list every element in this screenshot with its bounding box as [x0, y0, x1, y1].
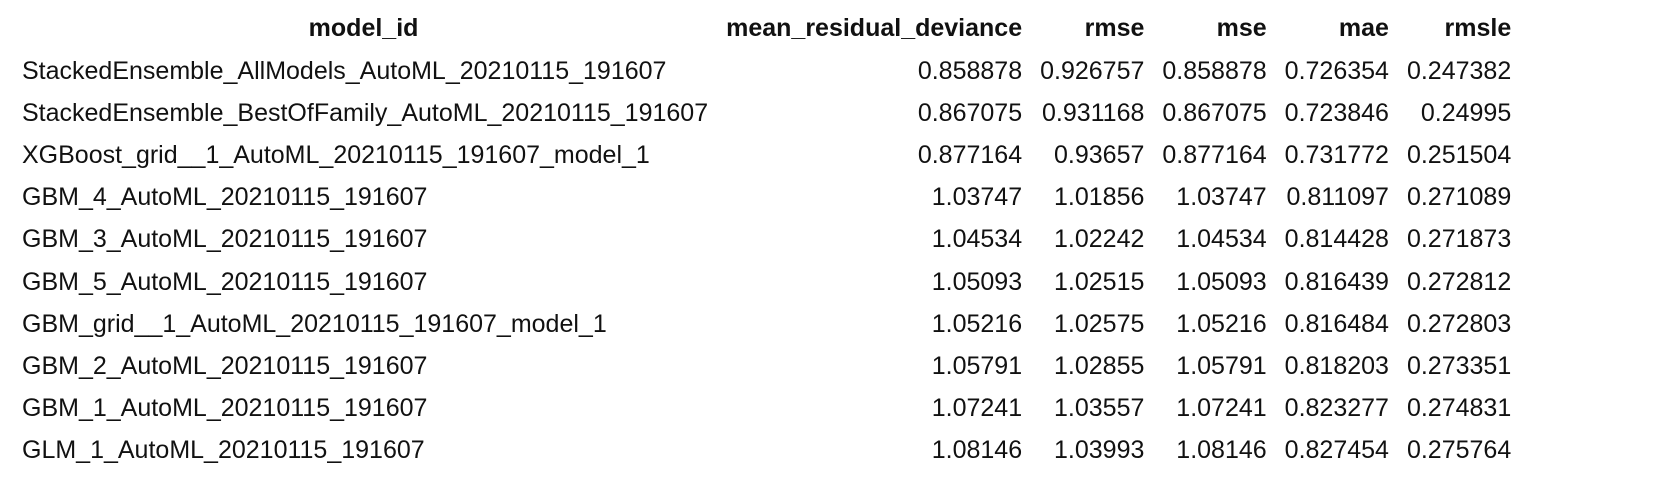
- cell-rmse: 0.926757: [1040, 56, 1145, 85]
- cell-rmsle: 0.274831: [1406, 394, 1512, 423]
- cell-mean-residual-deviance: 1.08146: [931, 436, 1023, 465]
- cell-mse: 1.03747: [1176, 183, 1267, 212]
- cell-mse: 1.05791: [1176, 351, 1267, 380]
- cell-mae: 0.823277: [1284, 394, 1389, 423]
- table-row: XGBoost_grid__1_AutoML_20210115_191607_m…: [10, 134, 1520, 176]
- table-row: GBM_grid__1_AutoML_20210115_191607_model…: [10, 303, 1520, 345]
- cell-mean-residual-deviance: 1.04534: [931, 225, 1023, 254]
- header-mae: mae: [1338, 13, 1389, 42]
- cell-model-id: XGBoost_grid__1_AutoML_20210115_191607_m…: [22, 140, 650, 169]
- leaderboard-container: model_id mean_residual_deviance rmse mse…: [10, 6, 1520, 472]
- cell-mae: 0.816439: [1284, 267, 1389, 296]
- cell-mean-residual-deviance: 0.877164: [917, 140, 1023, 169]
- table-row: StackedEnsemble_BestOfFamily_AutoML_2021…: [10, 92, 1520, 134]
- cell-mean-residual-deviance: 1.03747: [931, 183, 1023, 212]
- cell-mae: 0.726354: [1284, 56, 1389, 85]
- table-row: GBM_3_AutoML_20210115_191607 1.04534 1.022…: [10, 219, 1520, 261]
- header-mse: mse: [1216, 13, 1267, 42]
- cell-rmsle: 0.251504: [1406, 140, 1512, 169]
- table-row: GBM_5_AutoML_20210115_191607 1.05093 1.025…: [10, 261, 1520, 303]
- table-row: GLM_1_AutoML_20210115_191607 1.08146 1.039…: [10, 430, 1520, 472]
- cell-rmsle: 0.271873: [1406, 225, 1512, 254]
- cell-mse: 1.04534: [1176, 225, 1267, 254]
- cell-mse: 0.858878: [1162, 56, 1267, 85]
- cell-rmsle: 0.247382: [1406, 56, 1512, 85]
- cell-mae: 0.731772: [1284, 140, 1389, 169]
- cell-mean-residual-deviance: 1.05216: [931, 309, 1023, 338]
- cell-mean-residual-deviance: 1.05791: [931, 351, 1023, 380]
- cell-rmsle: 0.271089: [1406, 183, 1512, 212]
- cell-model-id: StackedEnsemble_AllModels_AutoML_2021011…: [22, 56, 667, 85]
- cell-mse: 0.867075: [1162, 98, 1267, 127]
- cell-model-id: GBM_3_AutoML_20210115_191607: [22, 225, 428, 254]
- cell-rmse: 1.02515: [1054, 267, 1145, 296]
- header-mean-residual-deviance: mean_residual_deviance: [726, 13, 1023, 42]
- header-rmse: rmse: [1084, 13, 1145, 42]
- cell-mean-residual-deviance: 0.858878: [917, 56, 1023, 85]
- header-model-id: model_id: [308, 13, 419, 42]
- cell-mae: 0.818203: [1284, 351, 1389, 380]
- cell-model-id: GBM_5_AutoML_20210115_191607: [22, 267, 428, 296]
- cell-rmsle: 0.24995: [1420, 98, 1512, 127]
- table-row: GBM_1_AutoML_20210115_191607 1.07241 1.035…: [10, 388, 1520, 430]
- cell-mean-residual-deviance: 1.05093: [931, 267, 1023, 296]
- cell-mean-residual-deviance: 0.867075: [917, 98, 1023, 127]
- cell-rmsle: 0.272812: [1406, 267, 1512, 296]
- cell-rmse: 0.931168: [1041, 98, 1145, 127]
- cell-model-id: StackedEnsemble_BestOfFamily_AutoML_2021…: [22, 98, 709, 127]
- table-body: StackedEnsemble_AllModels_AutoML_2021011…: [10, 50, 1520, 472]
- cell-rmse: 1.02855: [1054, 351, 1145, 380]
- table-row: StackedEnsemble_AllModels_AutoML_2021011…: [10, 50, 1520, 92]
- cell-rmsle: 0.273351: [1406, 351, 1512, 380]
- cell-mae: 0.816484: [1284, 309, 1389, 338]
- cell-mae: 0.814428: [1284, 225, 1389, 254]
- header-rmsle: rmsle: [1444, 13, 1512, 42]
- cell-rmse: 1.02242: [1054, 225, 1145, 254]
- cell-model-id: GBM_2_AutoML_20210115_191607: [22, 351, 428, 380]
- cell-model-id: GBM_grid__1_AutoML_20210115_191607_model…: [22, 309, 607, 338]
- cell-rmse: 1.03557: [1054, 394, 1145, 423]
- cell-mse: 1.07241: [1176, 394, 1267, 423]
- cell-mae: 0.723846: [1284, 98, 1389, 127]
- cell-model-id: GBM_1_AutoML_20210115_191607: [22, 394, 428, 423]
- table-row: GBM_2_AutoML_20210115_191607 1.05791 1.028…: [10, 345, 1520, 387]
- cell-rmse: 1.01856: [1054, 183, 1145, 212]
- cell-rmse: 1.03993: [1054, 436, 1145, 465]
- cell-mae: 0.811097: [1286, 183, 1389, 212]
- cell-mse: 1.05216: [1176, 309, 1267, 338]
- cell-rmse: 0.93657: [1054, 140, 1145, 169]
- cell-mse: 1.05093: [1176, 267, 1267, 296]
- cell-mse: 1.08146: [1176, 436, 1267, 465]
- cell-rmsle: 0.272803: [1406, 309, 1512, 338]
- cell-mae: 0.827454: [1284, 436, 1389, 465]
- cell-model-id: GLM_1_AutoML_20210115_191607: [22, 436, 425, 465]
- cell-rmsle: 0.275764: [1406, 436, 1512, 465]
- cell-mse: 0.877164: [1162, 140, 1267, 169]
- cell-mean-residual-deviance: 1.07241: [931, 394, 1023, 423]
- table-row: GBM_4_AutoML_20210115_191607 1.03747 1.018…: [10, 177, 1520, 219]
- leaderboard-table: model_id mean_residual_deviance rmse mse…: [10, 6, 1520, 472]
- cell-rmse: 1.02575: [1054, 309, 1145, 338]
- header-row: model_id mean_residual_deviance rmse mse…: [10, 6, 1520, 50]
- cell-model-id: GBM_4_AutoML_20210115_191607: [22, 183, 428, 212]
